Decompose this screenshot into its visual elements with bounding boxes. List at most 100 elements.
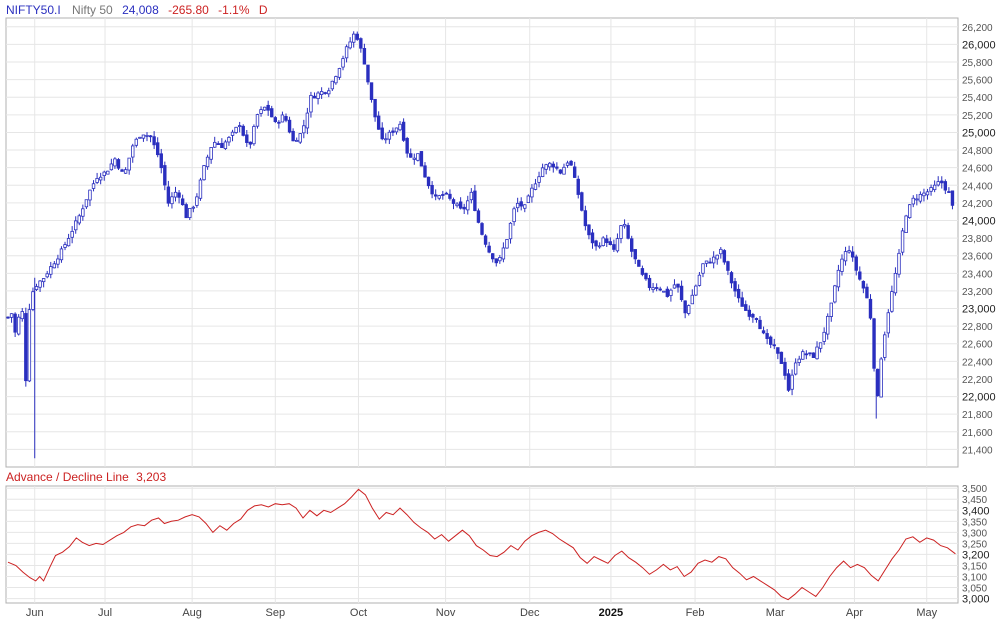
svg-text:Advance / Decline Line 3,2: Advance / Decline Line 3,203 <box>6 470 166 484</box>
candle-body <box>9 313 14 318</box>
candle-body <box>255 114 260 127</box>
ad-tick-label: 3,150 <box>962 561 987 572</box>
candle-body <box>412 157 416 160</box>
candle-body <box>608 241 613 245</box>
candle-body <box>384 138 388 141</box>
candle-body <box>305 112 310 129</box>
candle-body <box>872 318 876 369</box>
candle-body <box>590 232 595 244</box>
price-change-pct: -1.1% <box>218 3 250 17</box>
candle-body <box>551 163 555 168</box>
candle-body <box>744 304 748 311</box>
month-label: Oct <box>350 607 367 619</box>
candle-body <box>109 163 114 171</box>
candle-body <box>669 289 673 296</box>
candle-body <box>929 187 933 192</box>
price-tick-label: 23,000 <box>962 304 996 316</box>
candle-body <box>779 351 784 364</box>
candle-body <box>252 126 256 145</box>
candle-body <box>237 125 242 127</box>
candle-body <box>768 336 773 345</box>
candle-body <box>879 358 883 398</box>
price-tick-label: 21,800 <box>962 410 993 421</box>
candle-body <box>822 331 826 342</box>
candle-body <box>840 258 844 272</box>
price-tick-label: 22,600 <box>962 340 993 351</box>
month-label: Dec <box>520 607 540 619</box>
candle-body <box>480 223 484 235</box>
candle-body <box>907 204 912 219</box>
price-tick-label: 26,000 <box>962 39 996 51</box>
candle-body <box>498 257 502 262</box>
candle-body <box>312 95 317 99</box>
candle-body <box>719 248 723 255</box>
candle-body <box>811 352 816 358</box>
price-tick-label: 22,800 <box>962 322 993 333</box>
candle-body <box>540 167 545 177</box>
candle-body <box>220 142 224 149</box>
price-tick-label: 24,400 <box>962 181 993 192</box>
candle-body <box>765 333 769 339</box>
candle-body <box>302 125 306 134</box>
candle-body <box>515 202 520 209</box>
candle-body <box>38 280 42 288</box>
candle-body <box>936 181 940 186</box>
candle-body <box>943 181 948 191</box>
month-label: Mar <box>766 607 785 619</box>
candle-body <box>134 138 139 146</box>
candle-body <box>216 143 220 145</box>
candle-body <box>868 298 873 319</box>
candle-body <box>155 142 160 156</box>
price-tick-label: 24,200 <box>962 199 993 210</box>
candle-body <box>245 134 249 143</box>
candle-body <box>74 220 78 231</box>
price-tick-label: 24,000 <box>962 215 996 227</box>
candle-body <box>405 137 409 154</box>
candle-body <box>141 134 146 139</box>
candle-body <box>391 130 395 133</box>
candle-body <box>676 283 680 288</box>
month-label: 2025 <box>599 607 623 619</box>
instrument-name: Nifty 50 <box>72 3 113 17</box>
candle-body <box>84 199 89 208</box>
month-label: May <box>916 607 937 619</box>
candle-body <box>555 166 559 169</box>
candle-body <box>455 203 459 207</box>
candle-body <box>637 259 641 267</box>
candlestick-series <box>6 31 955 459</box>
candle-body <box>483 235 488 245</box>
candle-body <box>487 245 491 253</box>
candle-body <box>783 361 787 376</box>
candle-body <box>594 240 598 247</box>
candle-body <box>27 309 32 382</box>
candle-body <box>715 254 719 260</box>
candle-body <box>284 116 288 121</box>
candle-body <box>334 76 338 84</box>
candle-body <box>922 192 926 197</box>
candle-body <box>893 273 898 294</box>
candle-body <box>34 286 39 290</box>
candle-body <box>20 311 24 320</box>
candle-body <box>102 171 106 176</box>
candle-body <box>900 230 905 253</box>
candle-body <box>843 251 848 262</box>
candle-body <box>476 210 481 223</box>
candle-body <box>106 170 110 175</box>
candle-body <box>344 46 349 59</box>
candle-body <box>316 92 320 99</box>
candle-body <box>209 147 213 160</box>
candle-body <box>270 108 274 118</box>
indicator-last: 3,203 <box>136 470 166 484</box>
ad-gridlines <box>6 486 958 603</box>
candle-body <box>679 285 684 301</box>
candle-body <box>70 230 74 238</box>
price-tick-label: 25,000 <box>962 127 996 139</box>
candle-body <box>430 185 434 195</box>
candle-body <box>644 272 648 280</box>
candle-body <box>451 199 456 204</box>
price-change: -265.80 <box>168 3 209 17</box>
candle-body <box>16 316 21 335</box>
candle-body <box>633 249 637 260</box>
candle-body <box>473 190 477 211</box>
